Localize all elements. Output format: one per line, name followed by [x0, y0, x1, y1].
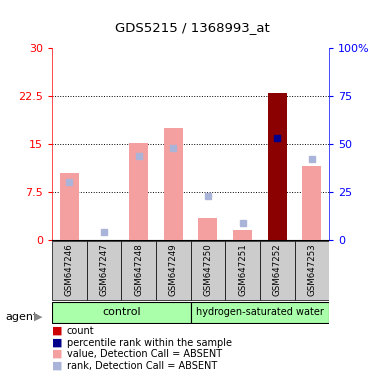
Text: hydrogen-saturated water: hydrogen-saturated water	[196, 307, 324, 317]
Bar	[164, 128, 183, 240]
Text: GSM647251: GSM647251	[238, 243, 247, 296]
FancyBboxPatch shape	[260, 241, 295, 300]
Bar	[233, 230, 252, 240]
Text: ■: ■	[52, 326, 62, 336]
Text: count: count	[67, 326, 94, 336]
Text: control: control	[102, 307, 141, 317]
Text: ■: ■	[52, 338, 62, 348]
Text: GSM647248: GSM647248	[134, 243, 143, 296]
Text: ■: ■	[52, 361, 62, 371]
FancyBboxPatch shape	[156, 241, 191, 300]
Bar	[60, 173, 79, 240]
Text: GSM647253: GSM647253	[307, 243, 316, 296]
FancyBboxPatch shape	[191, 302, 329, 323]
Bar	[198, 218, 218, 240]
Text: GSM647247: GSM647247	[99, 243, 109, 296]
FancyBboxPatch shape	[191, 241, 225, 300]
Bar	[129, 143, 148, 240]
Text: ▶: ▶	[33, 312, 42, 322]
FancyBboxPatch shape	[225, 241, 260, 300]
Text: GSM647249: GSM647249	[169, 243, 178, 296]
Text: rank, Detection Call = ABSENT: rank, Detection Call = ABSENT	[67, 361, 217, 371]
Text: GDS5215 / 1368993_at: GDS5215 / 1368993_at	[115, 21, 270, 34]
FancyBboxPatch shape	[295, 241, 329, 300]
Text: GSM647252: GSM647252	[273, 243, 282, 296]
FancyBboxPatch shape	[121, 241, 156, 300]
FancyBboxPatch shape	[52, 302, 191, 323]
Text: agent: agent	[6, 312, 38, 322]
Text: GSM647250: GSM647250	[203, 243, 213, 296]
Text: value, Detection Call = ABSENT: value, Detection Call = ABSENT	[67, 349, 222, 359]
Text: GSM647246: GSM647246	[65, 243, 74, 296]
Bar	[302, 166, 321, 240]
FancyBboxPatch shape	[52, 241, 87, 300]
Bar	[268, 93, 287, 240]
Text: ■: ■	[52, 349, 62, 359]
Text: percentile rank within the sample: percentile rank within the sample	[67, 338, 232, 348]
FancyBboxPatch shape	[87, 241, 121, 300]
